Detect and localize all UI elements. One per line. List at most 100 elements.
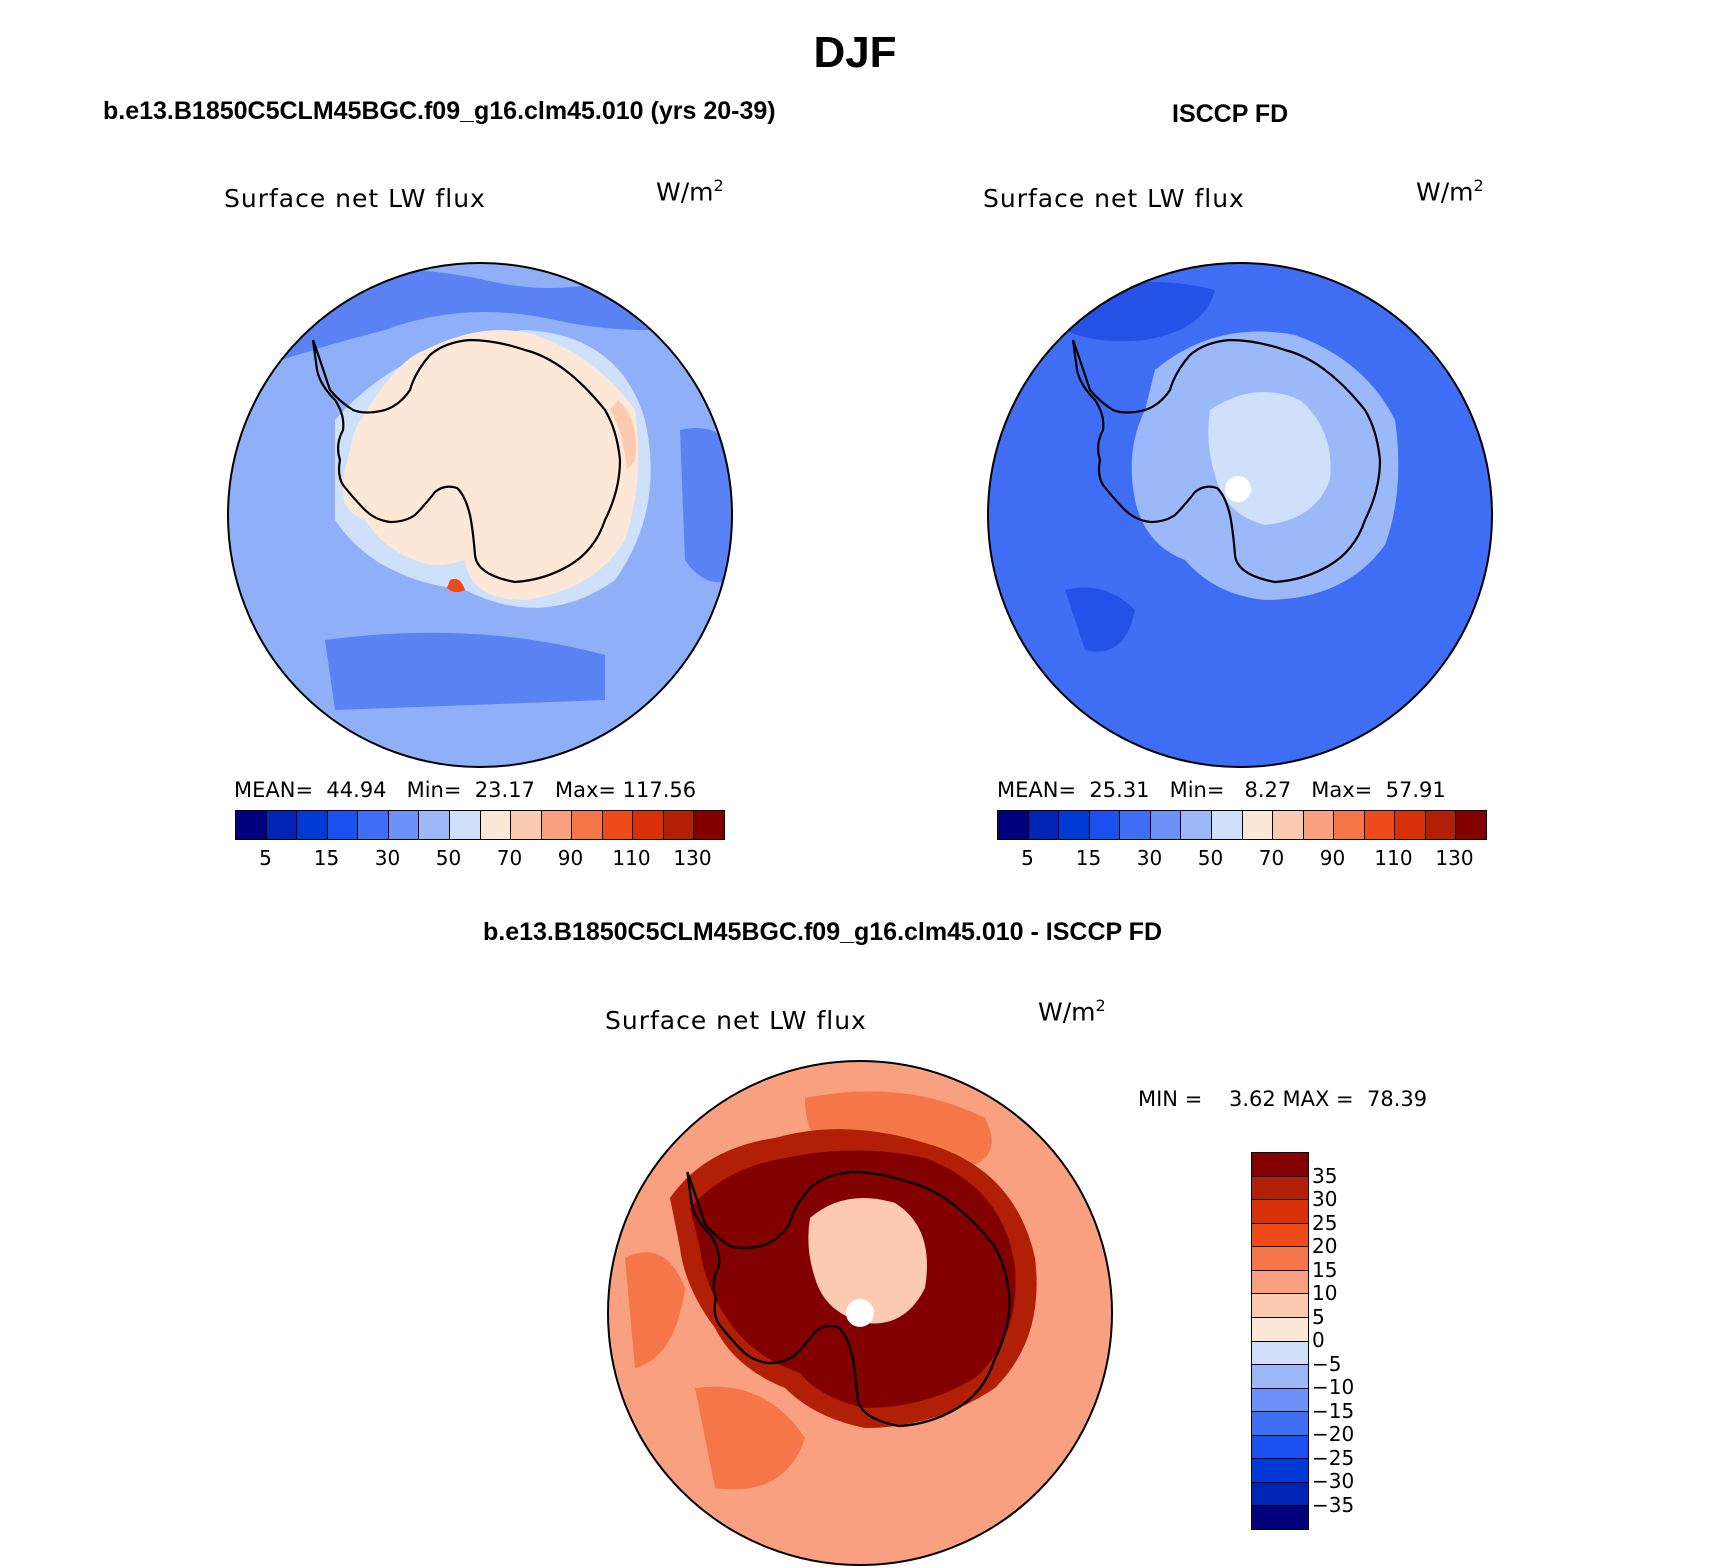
colorbar-swatch <box>663 811 695 839</box>
colorbar-tick-label: 15 <box>313 846 340 870</box>
panel1-coastline <box>311 338 622 584</box>
colorbar-tick-label: 30 <box>1312 1187 1338 1211</box>
panel3-units: W/m2 <box>1038 996 1106 1027</box>
colorbar-tick-label: 5 <box>259 846 272 870</box>
colorbar-swatch <box>1364 811 1396 839</box>
colorbar-tick-label: 90 <box>1319 846 1346 870</box>
panel3-center-field <box>808 1198 927 1324</box>
colorbar-swatch <box>511 811 542 839</box>
colorbar-swatch <box>1059 811 1090 839</box>
colorbar-swatch <box>388 811 420 839</box>
colorbar-tick-label: 130 <box>673 846 712 870</box>
colorbar-tick-label: 5 <box>1312 1304 1325 1329</box>
colorbar-swatch <box>327 811 359 839</box>
colorbar-swatch <box>1211 811 1243 839</box>
colorbar-tick-label: 15 <box>1312 1257 1338 1282</box>
panel1-colorbar-ticks: 5 15 30 50 70 90 110 130 <box>235 846 723 870</box>
colorbar-swatch <box>297 811 328 839</box>
colorbar-tick-label: −30 <box>1312 1469 1355 1493</box>
colorbar-tick-label: −10 <box>1312 1375 1355 1399</box>
colorbar-swatch <box>1252 1435 1308 1460</box>
colorbar-swatch <box>358 811 389 839</box>
panel3-colorbar-ticks: 35 30 25 20 15 10 5 0 −5 −10 −15 −20 −25 −30 −35 <box>1312 1152 1392 1528</box>
colorbar-swatch <box>1252 1176 1308 1201</box>
panel1-colorbar <box>235 810 725 840</box>
colorbar-tick-label: 50 <box>1197 846 1224 870</box>
colorbar-tick-label: −35 <box>1312 1492 1355 1517</box>
colorbar-tick-label: 70 <box>1258 846 1285 870</box>
panel2-pole-hole <box>1225 476 1251 502</box>
colorbar-tick-label: 30 <box>374 846 401 870</box>
colorbar-tick-label: 5 <box>1021 846 1034 870</box>
panel1-stats: MEAN= 44.94 Min= 23.17 Max= 117.56 <box>234 778 697 802</box>
panel2-units: W/m2 <box>1416 176 1484 207</box>
colorbar-tick-label: 70 <box>496 846 523 870</box>
colorbar-swatch <box>1028 811 1060 839</box>
panel2-dark-patch-southwest <box>1065 587 1135 652</box>
colorbar-tick-label: 10 <box>1312 1281 1338 1305</box>
panel1-map-border <box>227 262 733 768</box>
colorbar-swatch <box>1273 811 1304 839</box>
colorbar-swatch <box>1303 811 1335 839</box>
colorbar-swatch <box>998 811 1029 839</box>
colorbar-tick-label: −15 <box>1312 1398 1355 1423</box>
colorbar-swatch <box>1242 811 1274 839</box>
colorbar-swatch <box>1181 811 1212 839</box>
colorbar-swatch <box>1334 811 1365 839</box>
colorbar-tick-label: 30 <box>1136 846 1163 870</box>
colorbar-swatch <box>1252 1317 1308 1342</box>
colorbar-tick-label: 50 <box>435 846 462 870</box>
colorbar-swatch <box>602 811 634 839</box>
colorbar-swatch <box>633 811 664 839</box>
colorbar-tick-label: 20 <box>1312 1234 1338 1258</box>
colorbar-swatch <box>1395 811 1426 839</box>
panel1-antarctica-field <box>342 330 639 600</box>
colorbar-swatch <box>1252 1270 1308 1295</box>
colorbar-swatch <box>1120 811 1151 839</box>
colorbar-swatch <box>1150 811 1182 839</box>
colorbar-swatch <box>480 811 512 839</box>
colorbar-swatch <box>1425 811 1457 839</box>
panel3-pole-hole <box>846 1299 874 1327</box>
colorbar-swatch <box>541 811 573 839</box>
panel3-colorbar <box>1251 1152 1309 1530</box>
colorbar-swatch <box>419 811 450 839</box>
panel1-warm-patch <box>610 400 636 470</box>
colorbar-swatch <box>449 811 481 839</box>
colorbar-swatch <box>1252 1412 1308 1436</box>
colorbar-swatch <box>1252 1506 1308 1529</box>
colorbar-swatch <box>1252 1200 1308 1224</box>
colorbar-swatch <box>266 811 298 839</box>
colorbar-swatch <box>1252 1294 1308 1318</box>
colorbar-tick-label: −20 <box>1312 1422 1355 1446</box>
panel1-hotspot <box>447 578 465 593</box>
panel3-polar-map <box>607 1060 1113 1566</box>
colorbar-swatch <box>572 811 603 839</box>
colorbar-swatch <box>1252 1388 1308 1413</box>
colorbar-tick-label: 15 <box>1075 846 1102 870</box>
panel2-map-border <box>987 262 1493 768</box>
panel3-variable-label: Surface net LW flux <box>605 1006 867 1035</box>
panel2-coastline <box>1071 338 1382 584</box>
panel1-ocean-band-south <box>325 632 605 710</box>
panel1-variable-label: Surface net LW flux <box>224 184 486 213</box>
colorbar-tick-label: 110 <box>1374 846 1413 870</box>
colorbar-tick-label: 0 <box>1312 1328 1325 1352</box>
colorbar-swatch <box>1456 811 1486 839</box>
panel2-case-title: ISCCP FD <box>1172 100 1289 128</box>
colorbar-swatch <box>236 811 267 839</box>
colorbar-tick-label: 110 <box>612 846 651 870</box>
panel1-units: W/m2 <box>656 176 724 207</box>
colorbar-swatch <box>1252 1223 1308 1248</box>
panel2-polar-map <box>987 262 1493 768</box>
panel2-variable-label: Surface net LW flux <box>983 184 1245 213</box>
colorbar-swatch <box>1252 1365 1308 1389</box>
panel3-stats: MIN = 3.62 MAX = 78.39 <box>1138 1087 1428 1111</box>
main-title: DJF <box>813 28 897 77</box>
colorbar-swatch <box>1252 1153 1308 1177</box>
panel3-coastline <box>686 1170 1011 1428</box>
colorbar-swatch <box>1252 1247 1308 1271</box>
panel1-case-title: b.e13.B1850C5CLM45BGC.f09_g16.clm45.010 … <box>103 97 776 125</box>
colorbar-swatch <box>1252 1482 1308 1507</box>
panel2-stats: MEAN= 25.31 Min= 8.27 Max= 57.91 <box>997 778 1446 802</box>
